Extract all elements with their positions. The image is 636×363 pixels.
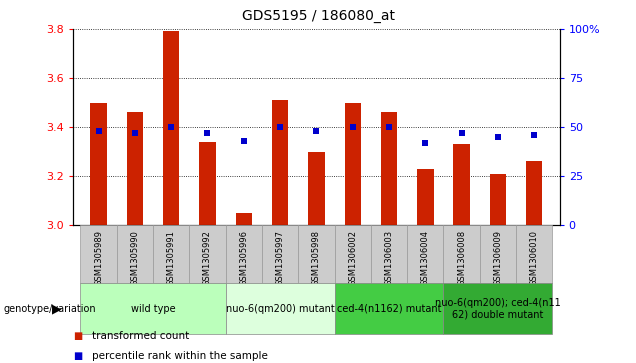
Text: nuo-6(qm200) mutant: nuo-6(qm200) mutant [226,303,335,314]
Text: GSM1305989: GSM1305989 [94,230,103,286]
Point [457,130,467,136]
Text: ■: ■ [73,351,83,361]
Bar [308,151,324,225]
FancyBboxPatch shape [117,225,153,283]
Text: ■: ■ [73,331,83,341]
Text: ced-4(n1162) mutant: ced-4(n1162) mutant [337,303,441,314]
Point [275,124,285,130]
Point [529,132,539,138]
Text: transformed count: transformed count [92,331,190,341]
Bar [90,102,107,225]
FancyBboxPatch shape [226,225,262,283]
Text: ▶: ▶ [52,302,62,315]
Text: GSM1305998: GSM1305998 [312,230,321,286]
Bar [526,161,543,225]
FancyBboxPatch shape [226,283,335,334]
Text: GSM1305996: GSM1305996 [239,230,248,286]
FancyBboxPatch shape [407,225,443,283]
Text: GDS5195 / 186080_at: GDS5195 / 186080_at [242,9,394,23]
Bar [417,169,434,225]
FancyBboxPatch shape [443,225,480,283]
Point [93,128,104,134]
Point [312,128,321,134]
FancyBboxPatch shape [335,225,371,283]
Text: GSM1306003: GSM1306003 [385,230,394,286]
Point [348,124,358,130]
Text: GSM1305991: GSM1305991 [167,230,176,286]
Text: GSM1306009: GSM1306009 [494,230,502,286]
Text: genotype/variation: genotype/variation [3,303,96,314]
FancyBboxPatch shape [516,225,553,283]
Point [493,134,503,140]
FancyBboxPatch shape [80,225,117,283]
Bar [453,144,470,225]
Bar [381,112,398,225]
Point [166,124,176,130]
Bar [490,174,506,225]
Point [384,124,394,130]
Text: nuo-6(qm200); ced-4(n11
62) double mutant: nuo-6(qm200); ced-4(n11 62) double mutan… [435,298,561,319]
Text: GSM1305990: GSM1305990 [130,230,139,286]
FancyBboxPatch shape [371,225,407,283]
Point [202,130,212,136]
Text: GSM1306008: GSM1306008 [457,230,466,286]
FancyBboxPatch shape [190,225,226,283]
Point [130,130,140,136]
Text: GSM1306004: GSM1306004 [421,230,430,286]
Bar [127,112,143,225]
Text: GSM1306002: GSM1306002 [349,230,357,286]
FancyBboxPatch shape [80,283,226,334]
Text: percentile rank within the sample: percentile rank within the sample [92,351,268,361]
Bar [163,32,179,225]
Point [420,140,431,146]
Bar [345,102,361,225]
FancyBboxPatch shape [262,225,298,283]
Text: GSM1305992: GSM1305992 [203,230,212,286]
Bar [272,100,288,225]
FancyBboxPatch shape [335,283,443,334]
FancyBboxPatch shape [153,225,190,283]
FancyBboxPatch shape [443,283,553,334]
FancyBboxPatch shape [298,225,335,283]
Bar [235,213,252,225]
Text: wild type: wild type [131,303,176,314]
Text: GSM1305997: GSM1305997 [275,230,284,286]
FancyBboxPatch shape [480,225,516,283]
Text: GSM1306010: GSM1306010 [530,230,539,286]
Bar [199,142,216,225]
Point [238,138,249,144]
